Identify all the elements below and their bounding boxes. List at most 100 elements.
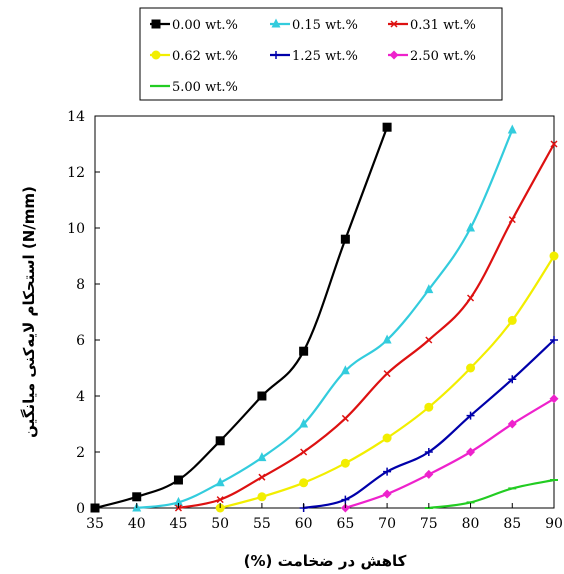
x-tick-label: 35 [86,516,104,532]
data-point [508,216,516,224]
data-point [424,448,433,456]
data-point [383,467,392,476]
data-point [258,473,266,481]
legend-label: 0.15 wt.% [292,18,358,33]
data-point [424,469,434,479]
data-point [466,222,476,232]
data-point [507,315,517,325]
y-tick-label: 14 [67,109,85,125]
data-point [508,375,517,384]
data-point [424,284,434,294]
x-tick-label: 40 [128,516,146,532]
data-point [340,365,350,375]
data-point [341,495,350,504]
legend-label: 0.31 wt.% [410,18,476,33]
y-tick-label: 0 [76,501,85,517]
y-axis: 0 2 4 6 8 10 12 14 [67,109,100,517]
x-tick-label: 85 [503,516,521,532]
data-point [383,370,391,378]
data-point [549,394,559,404]
series-line [136,129,514,510]
legend-box [139,7,503,101]
y-tick-label: 2 [76,445,85,461]
data-point [257,391,267,401]
x-axis-title: (%) کاهش در ضخامت [244,552,407,570]
data-point [466,447,476,457]
data-point [549,251,559,261]
data-point [550,336,558,344]
data-point [382,489,392,499]
legend-marker [271,18,281,28]
series-line [428,478,555,510]
legend-item: 2.50 wt.% [388,49,476,64]
legend-marker [390,20,398,28]
legend-label: 0.62 wt.% [172,49,238,64]
data-point [550,140,558,148]
y-tick-label: 12 [67,165,85,181]
x-tick-label: 65 [336,516,354,532]
x-tick-label: 90 [545,516,563,532]
series-0-31 [174,140,558,512]
x-tick-label: 45 [170,516,188,532]
legend: 0.00 wt.% 0.15 wt.% 0.31 wt.% 0.62 wt.% 1.25… [139,7,503,101]
data-point [507,419,517,429]
plot-frame [94,115,555,509]
y-axis-title: استحکام لایه‌کنی میانگین (N/mm) [20,186,38,438]
y-tick-label: 4 [76,389,85,405]
y-tick-label: 10 [67,221,85,237]
data-point [507,124,517,134]
data-point [299,478,309,488]
data-point [299,346,309,356]
x-tick-label: 55 [253,516,271,532]
data-point [382,334,392,344]
data-point [299,418,309,428]
legend-item: 1.25 wt.% [270,49,358,64]
legend-marker [151,50,161,60]
data-point [173,475,183,485]
series-0-15 [132,124,517,512]
legend-item: 0.62 wt.% [150,49,238,64]
legend-item: 0.31 wt.% [388,18,476,33]
legend-marker [389,50,399,60]
legend-item: 0.15 wt.% [270,18,358,33]
data-point [424,402,434,412]
data-point [467,294,475,302]
data-point [466,363,476,373]
x-tick-label: 50 [211,516,229,532]
series-line [345,397,555,510]
legend-item: 0.00 wt.% [150,18,238,33]
data-point [340,234,350,244]
legend-marker [272,51,280,59]
data-point [425,336,433,344]
legend-label: 1.25 wt.% [292,49,358,64]
x-tick-label: 70 [378,516,396,532]
data-point [257,492,267,502]
legend-label: 0.00 wt.% [172,18,238,33]
data-point [132,492,142,502]
series-line [178,143,555,510]
data-point [382,122,392,132]
y-tick-label: 8 [76,277,85,293]
data-point [300,448,308,456]
x-tick-label: 75 [420,516,438,532]
legend-label: 5.00 wt.% [172,80,238,95]
series-0-62 [215,251,559,513]
x-axis: 35 40 45 50 55 60 65 70 75 80 85 90 [86,503,563,532]
data-point [257,452,267,462]
y-tick-label: 6 [76,333,85,349]
data-point [215,436,225,446]
legend-label: 2.50 wt.% [410,49,476,64]
legend-item: 5.00 wt.% [150,80,238,95]
plot-area: 35 40 45 50 55 60 65 70 75 80 85 90 0 2 4 6 8 10 12 14 [67,109,563,532]
series-1-25 [299,336,558,512]
x-tick-label: 80 [462,516,480,532]
data-point [341,414,349,422]
data-point [340,458,350,468]
x-tick-label: 60 [295,516,313,532]
data-point [216,496,224,504]
data-point [215,477,225,487]
legend-marker [151,19,161,29]
data-point [382,433,392,443]
data-point [173,496,183,506]
